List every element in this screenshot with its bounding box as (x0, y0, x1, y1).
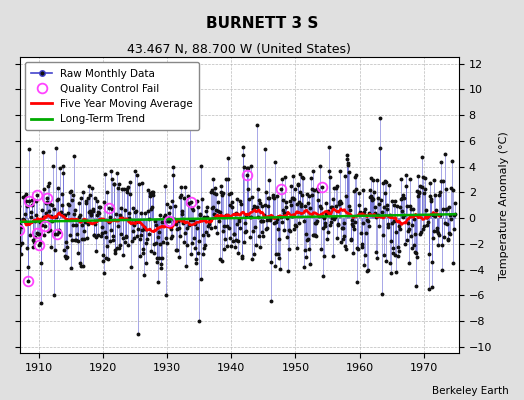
Text: BURNETT 3 S: BURNETT 3 S (206, 16, 318, 31)
Title: 43.467 N, 88.700 W (United States): 43.467 N, 88.700 W (United States) (127, 43, 352, 56)
Y-axis label: Temperature Anomaly (°C): Temperature Anomaly (°C) (499, 131, 509, 280)
Legend: Raw Monthly Data, Quality Control Fail, Five Year Moving Average, Long-Term Tren: Raw Monthly Data, Quality Control Fail, … (25, 62, 200, 130)
Text: Berkeley Earth: Berkeley Earth (432, 386, 508, 396)
